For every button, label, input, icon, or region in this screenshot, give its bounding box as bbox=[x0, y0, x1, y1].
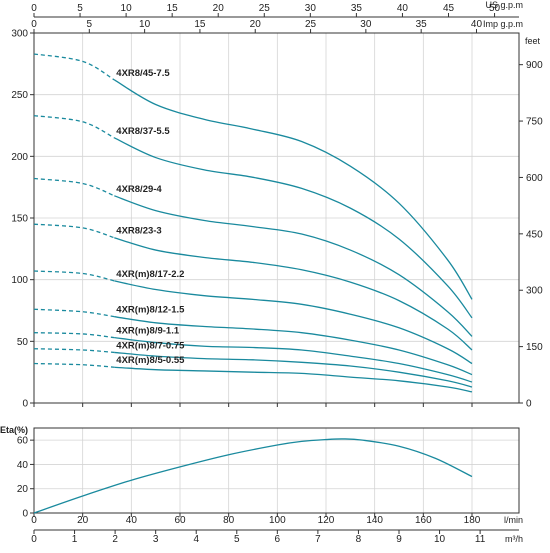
imp-gpm-axis-label: Imp g.p.m bbox=[483, 19, 523, 29]
head-y-tick-label: 100 bbox=[11, 275, 28, 286]
head-y-tick-label: 50 bbox=[17, 337, 29, 348]
m3h-tick-label: 3 bbox=[153, 534, 159, 545]
lmin-axis-label: l/min bbox=[504, 515, 523, 525]
head-curve-dashed-segment bbox=[33, 114, 115, 139]
m3h-tick-label: 2 bbox=[112, 534, 118, 545]
head-y-tick-label: 200 bbox=[11, 152, 28, 163]
m3h-axis-label: m³/h bbox=[505, 534, 523, 544]
us-gpm-tick-label: 5 bbox=[77, 3, 83, 14]
feet-tick-label: 150 bbox=[526, 342, 543, 353]
curve-label: 4XR8/23-3 bbox=[116, 226, 161, 237]
head-y-tick-label: 150 bbox=[11, 214, 28, 225]
imp-gpm-tick-label: 25 bbox=[305, 19, 317, 30]
lmin-tick-label: 160 bbox=[415, 515, 432, 526]
feet-tick-label: 0 bbox=[526, 399, 532, 410]
curve-label: 4XR8/29-4 bbox=[116, 184, 162, 195]
lmin-tick-label: 140 bbox=[366, 515, 383, 526]
curve-label: 4XR8/45-7.5 bbox=[116, 68, 170, 79]
us-gpm-tick-label: 10 bbox=[121, 3, 133, 14]
m3h-tick-label: 1 bbox=[72, 534, 78, 545]
m3h-tick-label: 9 bbox=[396, 534, 402, 545]
us-gpm-tick-label: 25 bbox=[259, 3, 271, 14]
us-gpm-tick-label: 30 bbox=[305, 3, 317, 14]
lmin-tick-label: 180 bbox=[464, 515, 481, 526]
head-y-tick-label: 0 bbox=[22, 399, 28, 410]
feet-tick-label: 450 bbox=[526, 229, 543, 240]
head-curve-dashed-segment bbox=[33, 53, 115, 81]
head-curve-dashed-segment bbox=[33, 308, 115, 318]
head-curve-dashed-segment bbox=[33, 362, 115, 368]
head-y-tick-label: 300 bbox=[11, 29, 28, 40]
feet-tick-label: 600 bbox=[526, 173, 543, 184]
us-gpm-tick-label: 0 bbox=[31, 3, 37, 14]
us-gpm-axis-label: US g.p.m bbox=[485, 0, 523, 10]
efficiency-curve-line bbox=[33, 438, 473, 514]
head-curve-line bbox=[114, 351, 473, 388]
m3h-tick-label: 11 bbox=[475, 534, 486, 545]
lmin-tick-label: 40 bbox=[126, 515, 138, 526]
us-gpm-tick-label: 20 bbox=[213, 3, 225, 14]
m3h-tick-label: 7 bbox=[315, 534, 321, 545]
m3h-tick-label: 8 bbox=[356, 534, 362, 545]
head-curve-line bbox=[114, 336, 473, 383]
head-curve-dashed-segment bbox=[33, 348, 115, 354]
lmin-tick-label: 0 bbox=[31, 515, 37, 526]
us-gpm-tick-label: 50 bbox=[489, 3, 501, 14]
lmin-tick-label: 60 bbox=[174, 515, 186, 526]
head-curve-line bbox=[114, 366, 473, 393]
head-curve-dashed-segment bbox=[33, 223, 115, 239]
eta-y-tick-label: 40 bbox=[17, 460, 29, 471]
us-gpm-tick-label: 35 bbox=[351, 3, 363, 14]
curve-label: 4XR(m)8/7-0.75 bbox=[116, 340, 185, 351]
eta-y-tick-label: 0 bbox=[22, 509, 28, 520]
head-curve-dashed-segment bbox=[33, 332, 115, 339]
eta-y-tick-label: 60 bbox=[17, 436, 29, 447]
lmin-tick-label: 20 bbox=[77, 515, 89, 526]
imp-gpm-tick-label: 15 bbox=[194, 19, 206, 30]
imp-gpm-tick-label: 40 bbox=[471, 19, 483, 30]
head-curve-line bbox=[114, 137, 473, 319]
head-curve-line bbox=[114, 237, 473, 351]
m3h-tick-label: 4 bbox=[193, 534, 199, 545]
imp-gpm-tick-label: 0 bbox=[31, 19, 37, 30]
feet-axis-label: feet bbox=[525, 36, 541, 46]
eta-plot-frame bbox=[33, 427, 520, 514]
head-curve-dashed-segment bbox=[33, 177, 115, 197]
us-gpm-tick-label: 40 bbox=[397, 3, 409, 14]
m3h-tick-label: 0 bbox=[31, 534, 37, 545]
curve-label: 4XR(m)8/17-2.2 bbox=[116, 269, 184, 280]
eta-y-tick-label: 20 bbox=[17, 484, 29, 495]
m3h-tick-label: 6 bbox=[275, 534, 281, 545]
lmin-tick-label: 120 bbox=[318, 515, 335, 526]
head-curve-line bbox=[114, 195, 473, 337]
curve-label: 4XR(m)8/5-0.55 bbox=[116, 355, 185, 366]
curve-label: 4XR8/37-5.5 bbox=[116, 126, 170, 137]
imp-gpm-tick-label: 35 bbox=[416, 19, 428, 30]
feet-tick-label: 300 bbox=[526, 286, 543, 297]
lmin-tick-label: 100 bbox=[269, 515, 286, 526]
imp-gpm-tick-label: 5 bbox=[87, 19, 93, 30]
m3h-tick-label: 10 bbox=[434, 534, 446, 545]
eta-axis-label: Eta(%) bbox=[0, 425, 28, 435]
curve-label: 4XR(m)8/12-1.5 bbox=[116, 305, 185, 316]
head-y-tick-label: 250 bbox=[11, 90, 28, 101]
us-gpm-tick-label: 15 bbox=[167, 3, 179, 14]
m3h-tick-label: 5 bbox=[234, 534, 240, 545]
feet-tick-label: 900 bbox=[526, 60, 543, 71]
imp-gpm-tick-label: 30 bbox=[360, 19, 372, 30]
head-curve-line bbox=[113, 79, 473, 300]
us-gpm-tick-label: 45 bbox=[443, 3, 455, 14]
curve-label: 4XR(m)8/9-1.1 bbox=[116, 326, 180, 337]
head-curve-line bbox=[114, 280, 473, 365]
imp-gpm-tick-label: 10 bbox=[139, 19, 151, 30]
lmin-tick-label: 80 bbox=[223, 515, 235, 526]
head-curve-line bbox=[114, 316, 473, 376]
imp-gpm-tick-label: 20 bbox=[250, 19, 262, 30]
head-curve-panel: 0501001502002503000150300450600750900fee… bbox=[11, 0, 543, 410]
feet-tick-label: 750 bbox=[526, 117, 543, 128]
